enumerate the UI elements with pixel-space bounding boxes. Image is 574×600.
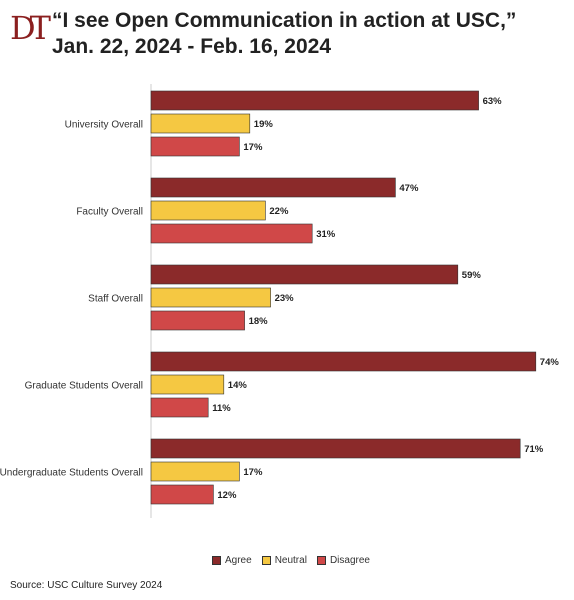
bar-disagree	[150, 397, 209, 418]
bar-neutral	[150, 287, 271, 308]
category-label: University Overall	[65, 120, 143, 131]
data-label: 17%	[243, 467, 263, 478]
legend-swatch	[212, 556, 221, 565]
bar-neutral	[150, 113, 251, 134]
legend-label: Neutral	[274, 555, 307, 566]
data-label: 22%	[269, 206, 289, 217]
source-note: Source: USC Culture Survey 2024	[10, 580, 163, 591]
data-label: 19%	[254, 119, 274, 130]
category-label: Undergraduate Students Overall	[0, 468, 143, 479]
data-label: 47%	[399, 183, 419, 194]
legend-swatch	[316, 556, 326, 565]
chart-title-line1: “I see Open Communication in action at U…	[52, 9, 517, 32]
bar-agree	[150, 438, 521, 459]
bar-disagree	[150, 223, 313, 244]
legend-swatch	[261, 556, 271, 565]
bar-neutral	[150, 200, 266, 221]
legend-label: Agree	[225, 555, 252, 566]
data-label: 63%	[483, 96, 503, 107]
bar-chart: University Overall 63% 19% 17% Faculty Overa…	[0, 84, 560, 518]
data-label: 74%	[540, 357, 560, 368]
data-label: 59%	[462, 270, 482, 281]
legend-item-agree: Agree	[212, 555, 252, 566]
data-label: 31%	[316, 229, 336, 240]
bar-disagree	[150, 136, 240, 157]
chart-title-line2: Jan. 22, 2024 - Feb. 16, 2024	[52, 35, 332, 58]
bar-agree	[150, 351, 537, 372]
data-label: 14%	[228, 380, 248, 391]
bar-disagree	[150, 310, 245, 331]
category-label: Staff Overall	[88, 294, 143, 305]
dt-logo: DT	[10, 9, 51, 47]
data-label: 23%	[275, 293, 295, 304]
category-label: Faculty Overall	[76, 207, 143, 218]
bar-disagree	[150, 484, 214, 505]
legend-item-disagree: Disagree	[316, 555, 370, 566]
data-label: 71%	[524, 444, 544, 455]
chart-legend: Agree Neutral Disagree	[212, 555, 370, 566]
legend-item-neutral: Neutral	[261, 555, 307, 566]
bar-agree	[150, 264, 459, 285]
bar-neutral	[150, 461, 240, 482]
bar-neutral	[150, 374, 225, 395]
data-label: 17%	[243, 142, 263, 153]
data-label: 18%	[249, 316, 269, 327]
data-label: 11%	[212, 403, 231, 414]
legend-label: Disagree	[329, 555, 370, 566]
chart-title: “I see Open Communication in action at U…	[52, 8, 562, 60]
data-label: 12%	[217, 490, 237, 501]
bar-agree	[150, 177, 396, 198]
category-label: Graduate Students Overall	[25, 381, 143, 392]
bar-agree	[150, 90, 479, 111]
